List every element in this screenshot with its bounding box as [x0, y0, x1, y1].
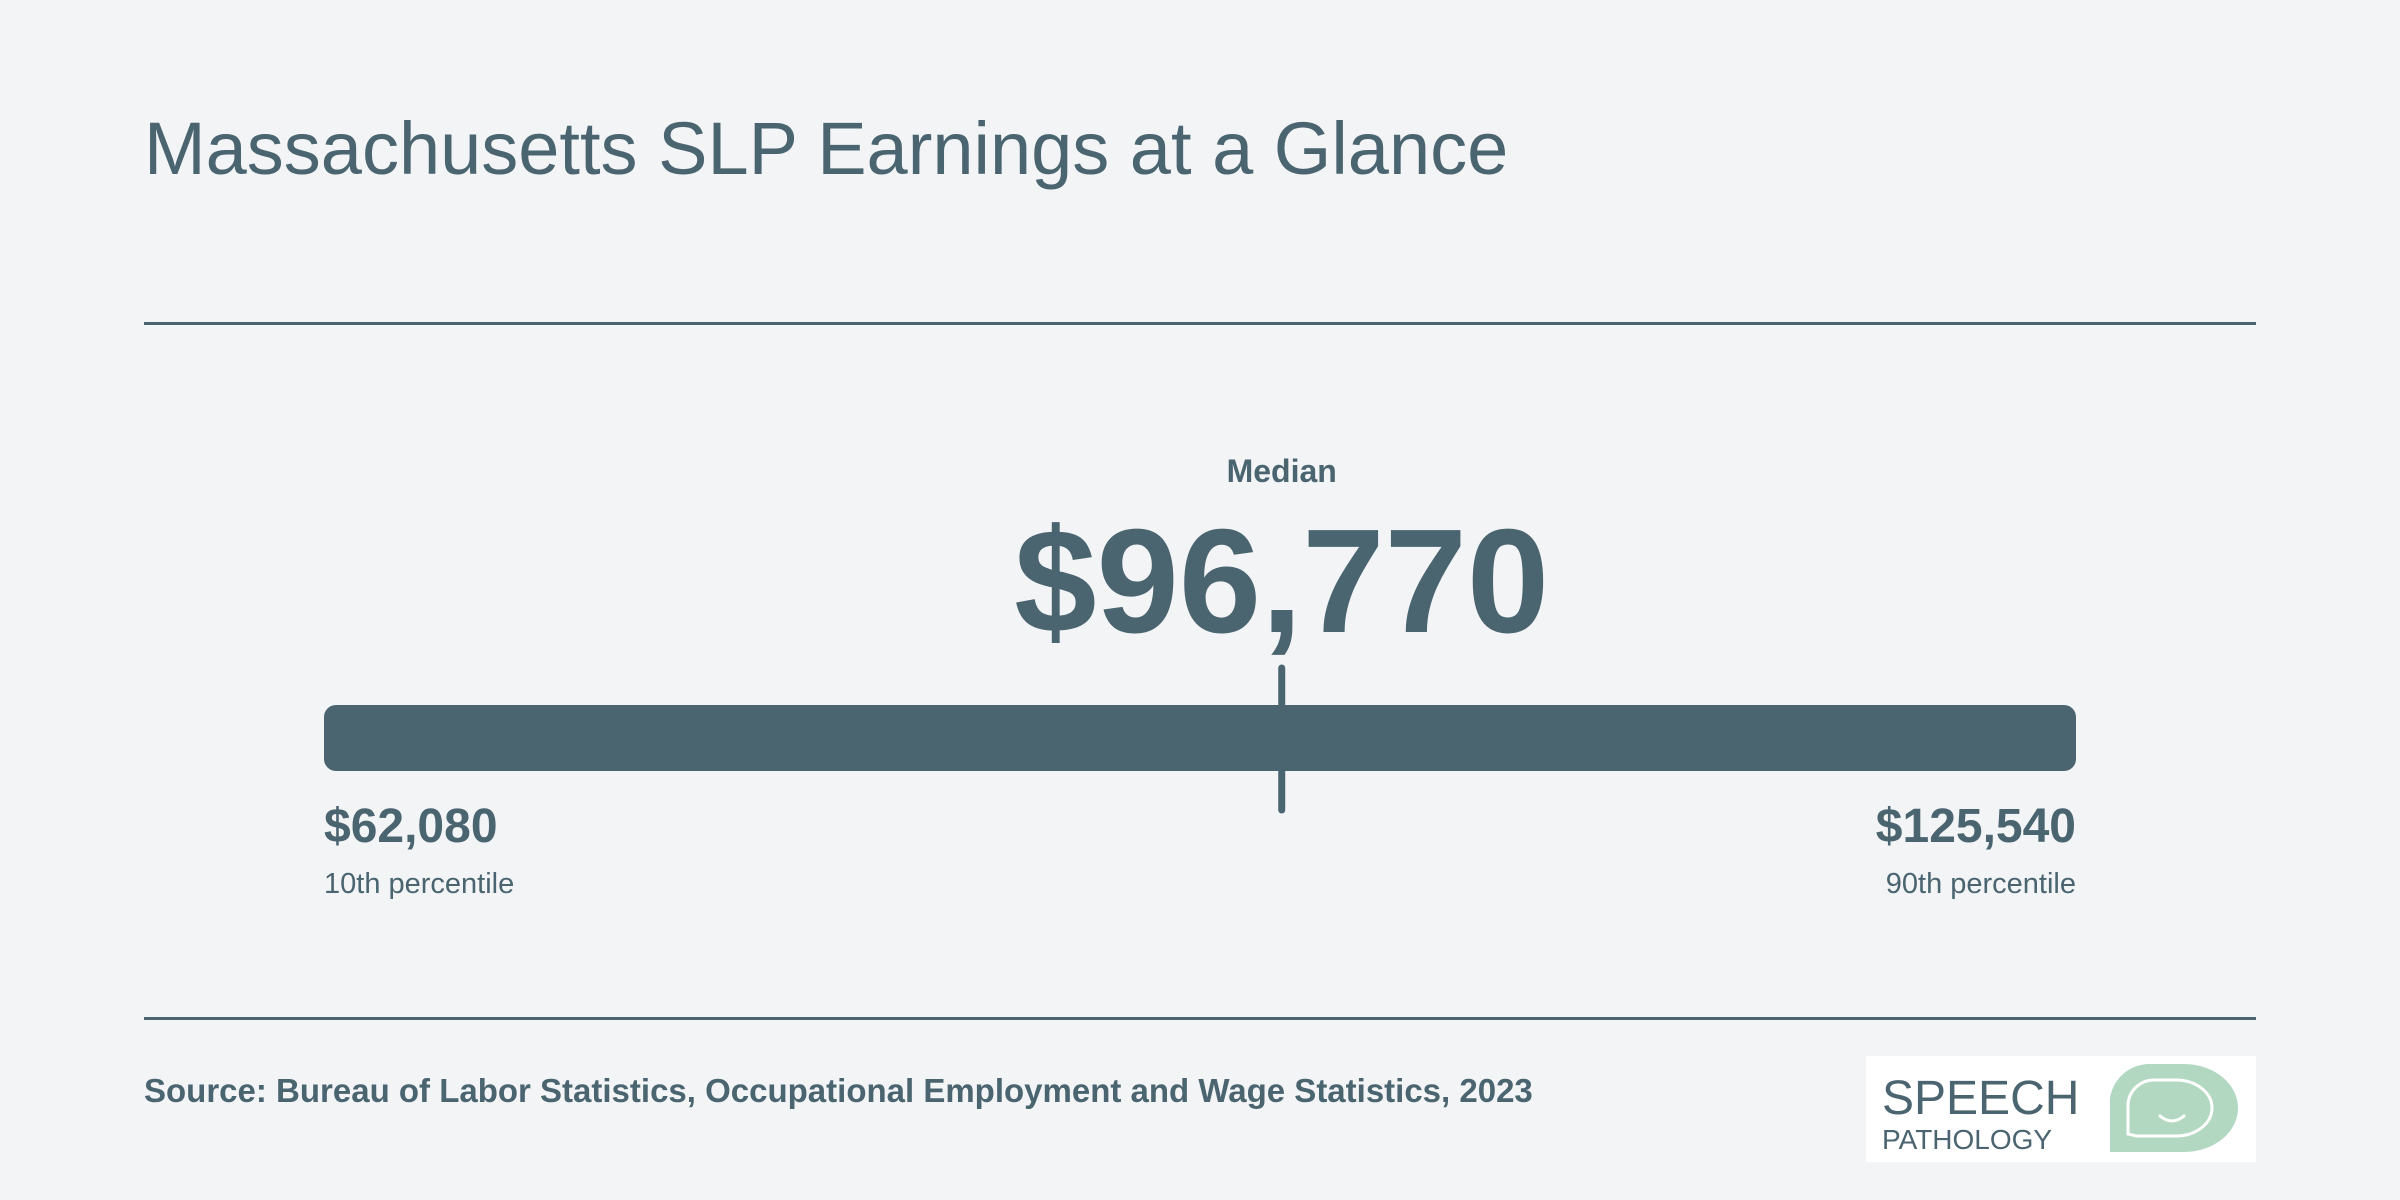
- max-label: 90th percentile: [1886, 868, 2076, 900]
- speech-bubble-smile-icon: [2110, 1063, 2238, 1152]
- logo-line-2: PATHOLOGY: [1882, 1124, 2052, 1155]
- speech-pathology-logo: SPEECH PATHOLOGY: [1866, 1056, 2256, 1162]
- min-label: 10th percentile: [324, 868, 514, 900]
- range-bar: [324, 705, 2076, 771]
- bottom-divider: [144, 1017, 2256, 1020]
- top-divider: [144, 322, 2256, 325]
- median-value: $96,770: [1014, 499, 1549, 664]
- min-value: $62,080: [324, 800, 498, 853]
- max-value: $125,540: [1876, 800, 2076, 853]
- median-label: Median: [1227, 453, 1337, 489]
- page-title: Massachusetts SLP Earnings at a Glance: [144, 107, 1509, 190]
- source-note: Source: Bureau of Labor Statistics, Occu…: [144, 1072, 1533, 1109]
- logo-line-1: SPEECH: [1882, 1072, 2079, 1125]
